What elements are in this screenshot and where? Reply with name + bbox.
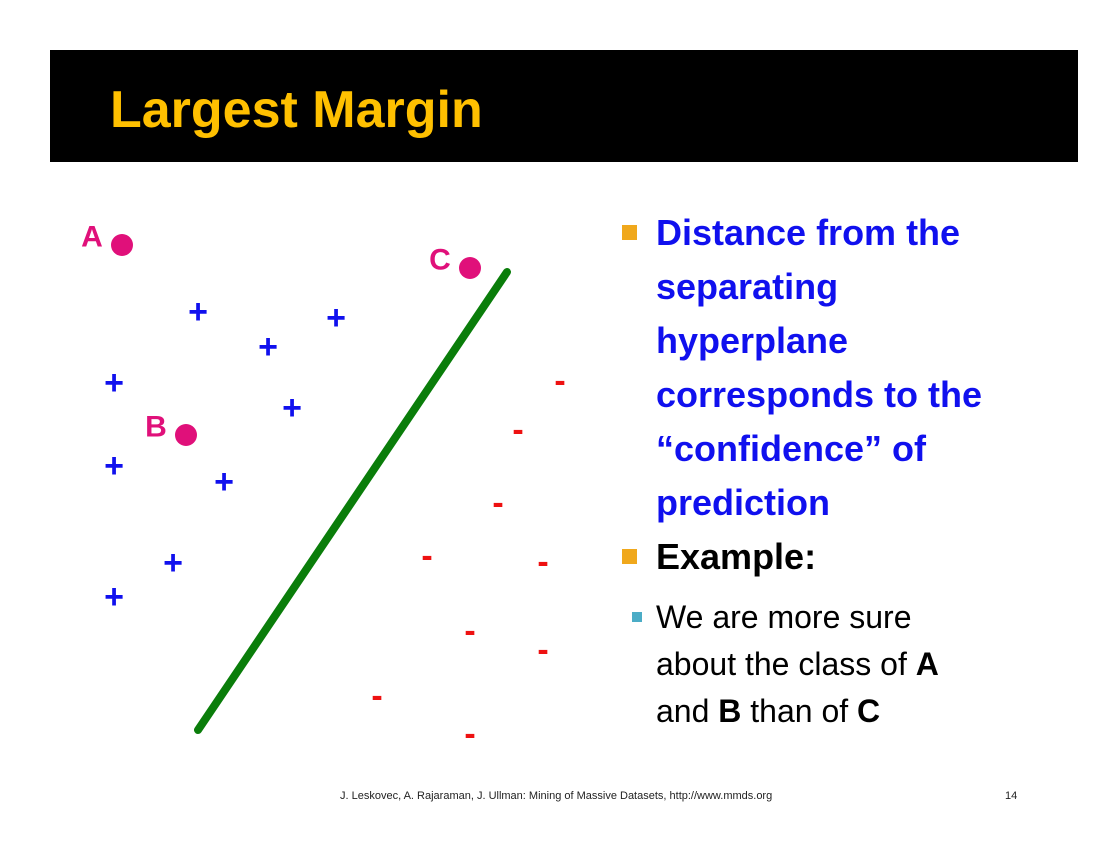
positive-point: +: [282, 389, 302, 427]
square-bullet-icon: [622, 549, 637, 564]
positive-point: +: [188, 293, 208, 331]
small-square-bullet-icon: [632, 612, 642, 622]
negative-point: -: [492, 484, 503, 522]
page-number: 14: [1005, 790, 1018, 802]
bullet-distance: Distance from the separating hyperplane …: [620, 206, 1000, 530]
sub-bullet-and: and: [656, 693, 719, 729]
negative-point: -: [512, 411, 523, 449]
positive-point: +: [214, 463, 234, 501]
bullet-example: Example:: [620, 530, 1000, 584]
sub-bullet-than: than of: [741, 693, 858, 729]
sub-bullet-example: We are more sure about the class of A an…: [620, 594, 1000, 735]
positive-points: + +++++ +++: [104, 293, 346, 616]
square-bullet-icon: [622, 225, 637, 240]
bullet-text: Distance from the separating hyperplane …: [656, 212, 983, 523]
point-b-dot: [175, 424, 197, 446]
negative-points: ---- -- ---: [371, 362, 565, 753]
point-b-ref: B: [718, 693, 742, 729]
separating-hyperplane: [194, 268, 511, 734]
point-c-label: C: [429, 244, 451, 277]
labeled-points: A B C: [81, 221, 481, 446]
footer-citation: J. Leskovec, A. Rajaraman, J. Ullman: Mi…: [340, 790, 773, 802]
bullet-text: Example:: [656, 536, 817, 577]
point-a-label: A: [81, 221, 103, 254]
bullet-list: Distance from the separating hyperplane …: [620, 206, 1000, 735]
title-bar: [50, 50, 1078, 162]
sub-bullet-prefix: We are more sure about the class of: [656, 599, 916, 682]
positive-point: +: [326, 299, 346, 337]
negative-point: -: [537, 631, 548, 669]
positive-point: +: [104, 447, 124, 485]
point-c-dot: [459, 257, 481, 279]
negative-point: -: [464, 715, 475, 753]
point-c-ref: C: [857, 693, 881, 729]
positive-point: +: [104, 364, 124, 402]
point-a-ref: A: [915, 646, 939, 682]
positive-point: +: [258, 328, 278, 366]
positive-point: +: [163, 544, 183, 582]
slide-title: Largest Margin: [110, 81, 483, 139]
negative-point: -: [464, 612, 475, 650]
point-a-dot: [111, 234, 133, 256]
negative-point: -: [421, 537, 432, 575]
point-b-label: B: [145, 411, 167, 444]
positive-point: +: [104, 578, 124, 616]
negative-point: -: [371, 677, 382, 715]
negative-point: -: [537, 543, 548, 581]
negative-point: -: [554, 362, 565, 400]
